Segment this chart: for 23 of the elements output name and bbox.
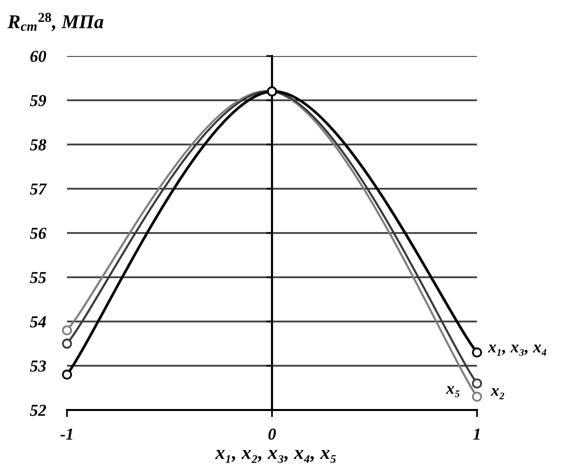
point (472, 347, 482, 358)
y-tick-label: 58 (30, 139, 46, 150)
point (62, 370, 72, 380)
x-tick-label: -1 (60, 428, 72, 440)
y-tick-label: 55 (30, 272, 46, 284)
point (472, 392, 482, 402)
y-tick-label: 52 (30, 404, 46, 416)
y-tick-label: 60 (30, 50, 46, 62)
y-tick-label: 54 (30, 316, 46, 328)
series-label: x₁, x₃, x₄ (488, 344, 546, 356)
y-tick-label: 57 (30, 184, 47, 195)
y-axis-title: R$_{ст}$$^{28}$, МПа (8, 12, 104, 32)
y-tick-label: 53 (30, 360, 46, 372)
x-tick-label: 0 (268, 428, 276, 440)
point (472, 378, 482, 389)
series-label: x₅ (446, 386, 460, 398)
point (62, 338, 72, 349)
x-tick-label: 1 (473, 428, 480, 440)
y-tick-label: 56 (30, 228, 46, 239)
series-label: x₂ (490, 388, 504, 400)
x-axis-title: x₁, x₂, x₃, x₄, x₅ (215, 450, 336, 464)
point (62, 325, 72, 336)
y-tick-label: 59 (30, 95, 46, 106)
